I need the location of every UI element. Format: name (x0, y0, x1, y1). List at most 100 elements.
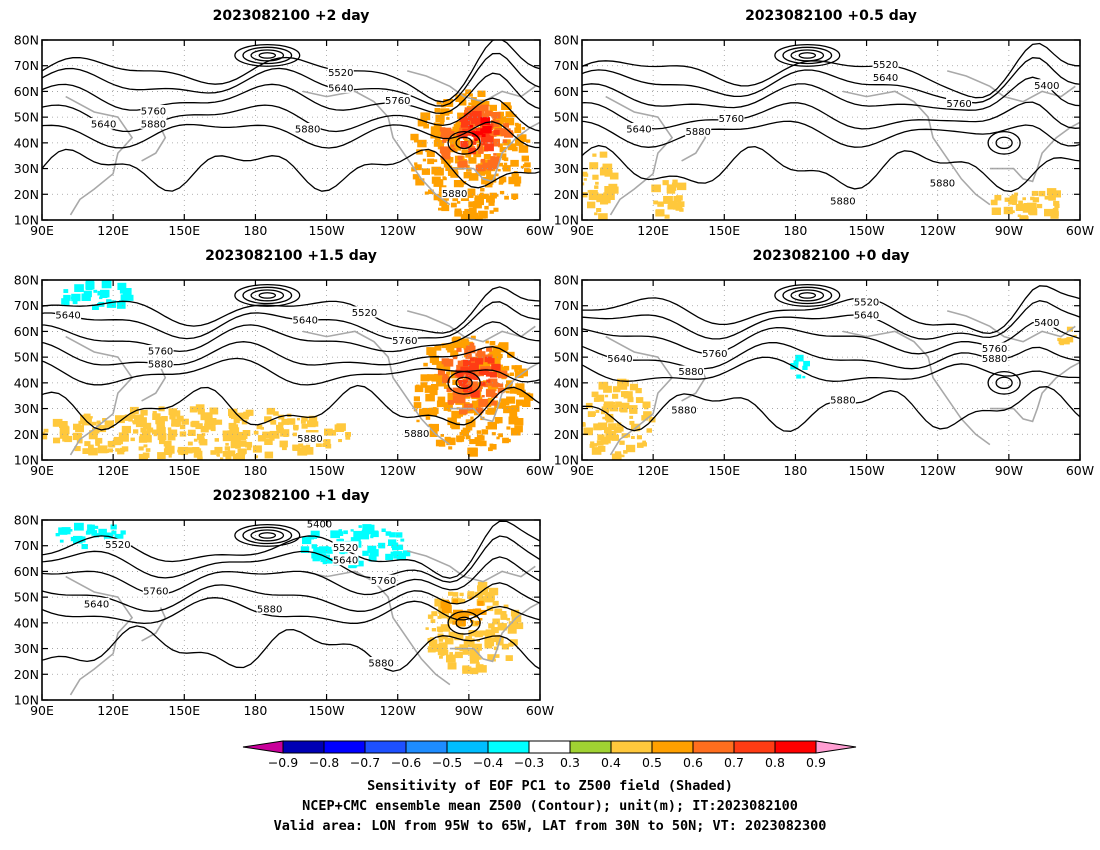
sensitivity-cell (604, 427, 612, 434)
panel-frame (581, 279, 1081, 461)
lon-tick-label: 60W (1066, 223, 1094, 238)
lon-tick-label: 150E (708, 463, 740, 478)
sensitivity-cell (210, 450, 217, 455)
closed-contour (782, 286, 833, 305)
sensitivity-cell (457, 155, 463, 160)
sensitivity-cell (1007, 61, 1017, 68)
sensitivity-cell (436, 101, 441, 105)
sensitivity-cell (952, 73, 956, 76)
sensitivity-cell (54, 125, 59, 128)
panel-title: 2023082100 +0 day (753, 248, 910, 264)
sensitivity-cell (48, 616, 57, 623)
sensitivity-cell (469, 656, 479, 664)
sensitivity-cell (494, 634, 502, 641)
colorbar-swatch (405, 740, 448, 754)
sensitivity-cell (53, 437, 61, 444)
sensitivity-cell (456, 435, 465, 442)
sensitivity-cell (429, 355, 439, 364)
sensitivity-cell (611, 401, 615, 405)
sensitivity-cell (493, 207, 499, 212)
sensitivity-cell (420, 112, 431, 121)
sensitivity-cell (675, 205, 683, 211)
panel-frame (581, 39, 1081, 221)
sensitivity-cell (506, 390, 510, 394)
sensitivity-cell (493, 130, 500, 135)
sensitivity-cell (760, 125, 766, 130)
colorbar-swatch (487, 740, 530, 754)
sensitivity-cell (460, 366, 469, 373)
panel-title: 2023082100 +0.5 day (745, 8, 917, 24)
sensitivity-cell (254, 455, 259, 459)
sensitivity-cell (486, 347, 492, 352)
sensitivity-cell (593, 397, 600, 402)
sensitivity-cell (443, 201, 448, 205)
sensitivity-cell (102, 293, 108, 298)
sensitivity-cell (452, 395, 463, 404)
sensitivity-cell (1024, 216, 1029, 220)
sensitivity-cell (488, 201, 495, 206)
sensitivity-cell (965, 60, 975, 68)
sensitivity-cell (451, 337, 458, 342)
sensitivity-cell (1059, 341, 1064, 346)
sensitivity-cell (388, 539, 397, 546)
sensitivity-cell (1052, 207, 1059, 213)
sensitivity-cell (472, 645, 479, 651)
map-area: 5520 5640 5400 5760 5760 5640 5880 5880 5880 (582, 40, 1080, 220)
sensitivity-cell (460, 338, 469, 345)
sensitivity-cell (63, 289, 69, 293)
sensitivity-cell (452, 341, 461, 349)
sensitivity-cell (367, 545, 377, 553)
sensitivity-cell (462, 649, 470, 655)
sensitivity-cell (502, 437, 509, 444)
sensitivity-cell (124, 414, 133, 421)
sensitivity-cell (171, 423, 175, 427)
sensitivity-cell (42, 595, 47, 600)
sensitivity-cell (70, 296, 75, 300)
sensitivity-cell (584, 173, 589, 177)
sensitivity-cell (482, 101, 490, 107)
lat-tick-label: 40N (554, 375, 579, 390)
sensitivity-cell (474, 630, 483, 638)
sensitivity-cell (300, 419, 306, 424)
sensitivity-cell (313, 547, 322, 555)
contour-label-bg (981, 342, 1008, 354)
sensitivity-cell (994, 194, 1002, 201)
sensitivity-cell (479, 192, 484, 196)
sensitivity-cell (137, 64, 146, 71)
sensitivity-cell (175, 424, 179, 427)
sensitivity-cell (469, 652, 480, 660)
contour-label: 5880 (368, 659, 393, 670)
z500-contour (582, 356, 1080, 382)
sensitivity-cell (1028, 56, 1033, 60)
colorbar-label: 0.6 (683, 755, 703, 770)
sensitivity-cell (637, 442, 644, 448)
sensitivity-cell (1022, 57, 1030, 64)
sensitivity-cell (490, 596, 495, 601)
sensitivity-cell (459, 117, 466, 122)
sensitivity-cell (991, 207, 1001, 215)
sensitivity-cell (1000, 74, 1006, 79)
sensitivity-cell (977, 50, 988, 58)
contour-label-bg (332, 554, 359, 566)
sensitivity-cell (444, 402, 453, 410)
sensitivity-cell (509, 372, 514, 376)
sensitivity-cell (46, 99, 53, 106)
contour-label: 5760 (946, 99, 971, 110)
sensitivity-cell (424, 191, 429, 195)
sensitivity-cell (442, 373, 448, 378)
sensitivity-cell (42, 433, 48, 440)
sensitivity-cell (235, 444, 241, 449)
contour-label: 5400 (1034, 81, 1059, 92)
z500-contour (42, 121, 540, 149)
sensitivity-cell (595, 181, 599, 185)
sensitivity-cell (450, 144, 455, 148)
sensitivity-cell (487, 593, 493, 598)
sensitivity-cell (643, 411, 652, 419)
sensitivity-cell (514, 622, 524, 630)
lon-tick-label: 180 (783, 463, 807, 478)
sensitivity-cell (505, 373, 510, 377)
sensitivity-cell (471, 105, 481, 113)
contour-label-bg (306, 520, 333, 530)
sensitivity-cell (93, 289, 98, 293)
coastline (65, 335, 134, 456)
